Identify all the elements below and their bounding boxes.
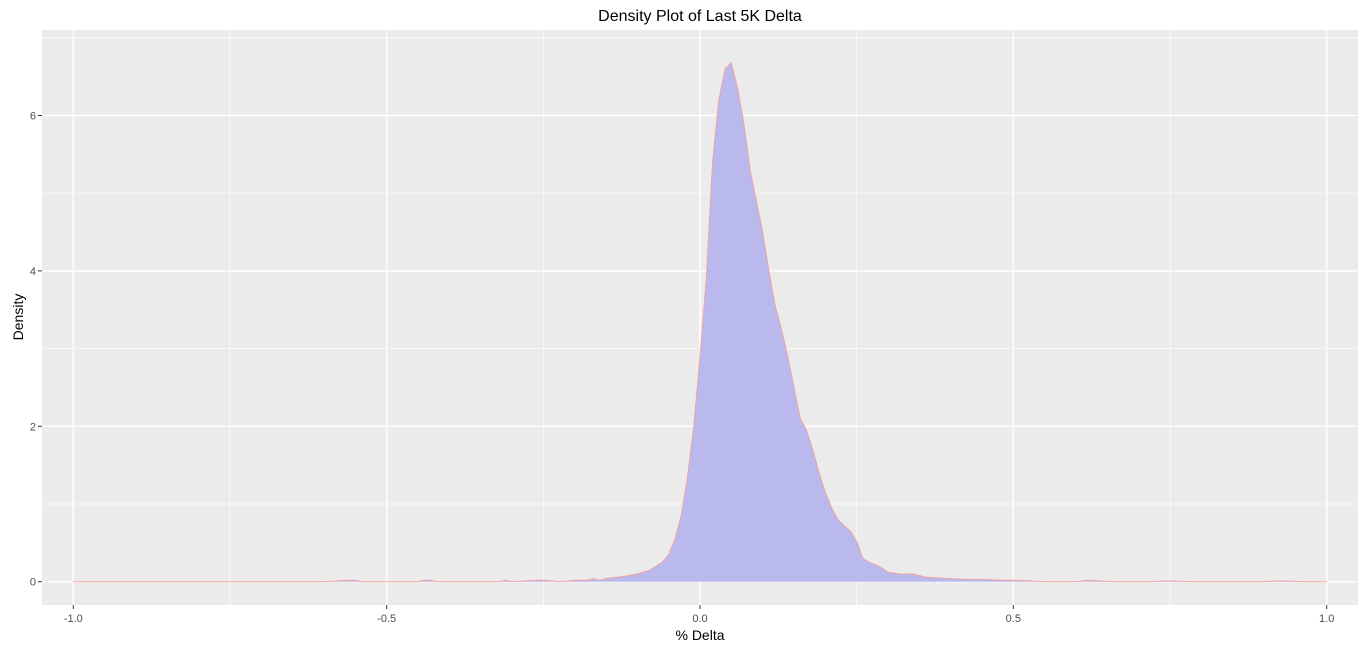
y-axis-ticks: 0 2 4 6 [30,110,42,589]
x-axis-ticks: -1.0 -0.5 0.0 0.5 1.0 [64,605,1334,625]
y-tick-label: 0 [30,577,36,589]
y-tick-label: 6 [30,110,36,122]
y-tick-label: 4 [30,266,36,278]
x-tick-label: 0.0 [692,613,707,625]
y-tick-label: 2 [30,421,36,433]
x-tick-label: 1.0 [1319,613,1334,625]
x-tick-label: -0.5 [377,613,396,625]
x-tick-label: -1.0 [64,613,83,625]
x-tick-label: 0.5 [1006,613,1021,625]
x-axis-title: % Delta [675,627,724,643]
chart-title: Density Plot of Last 5K Delta [598,8,802,25]
density-line [73,61,1327,583]
y-axis-title: Density [10,294,26,341]
density-area [73,62,1327,582]
